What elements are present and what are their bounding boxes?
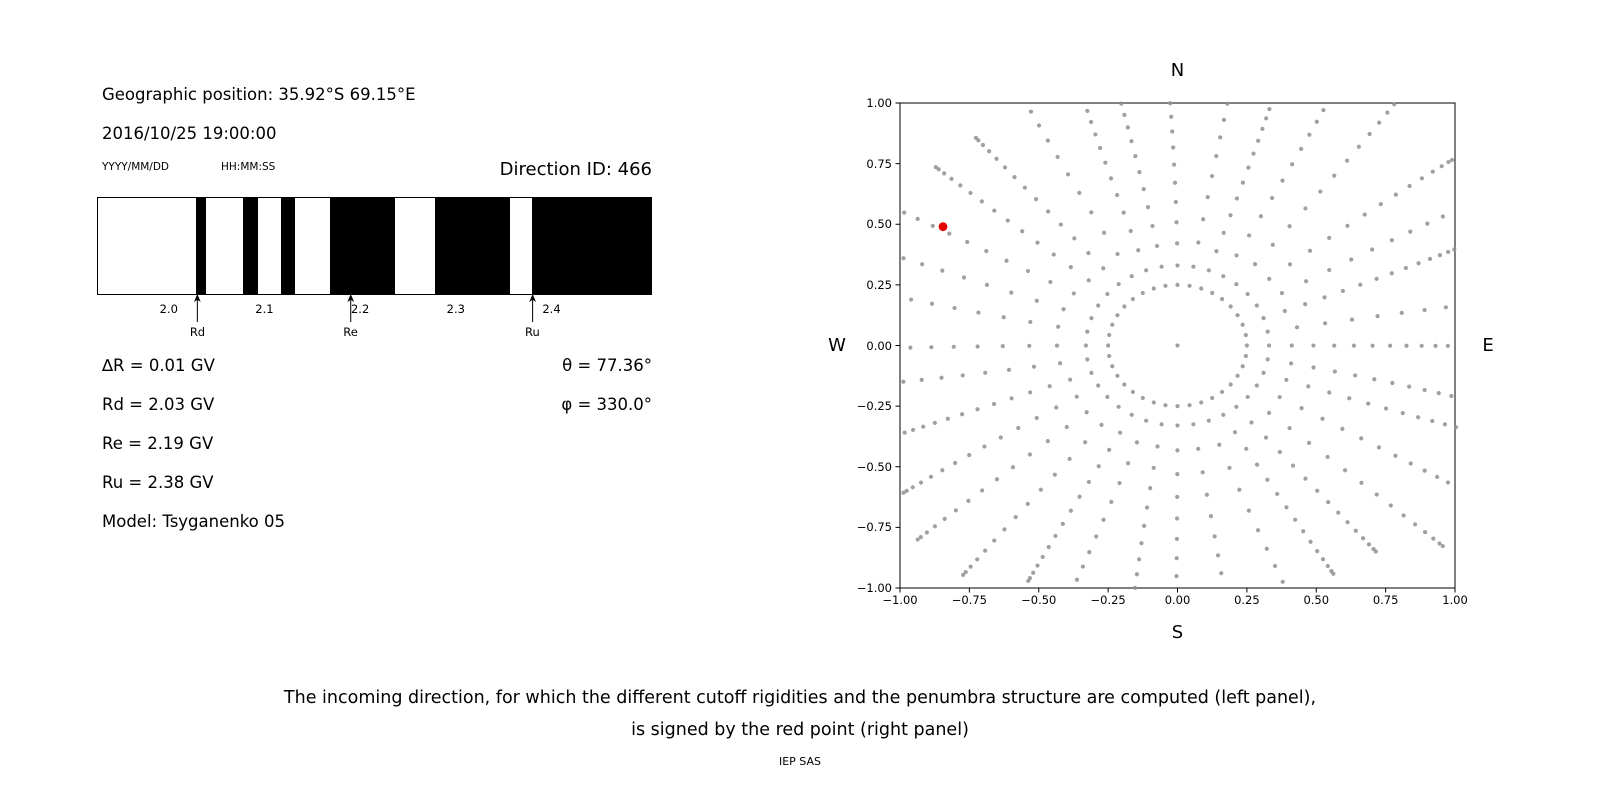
forbidden-band (329, 198, 395, 294)
caption-line-2: is signed by the red point (right panel) (631, 720, 969, 740)
param-theta: θ = 77.36° (562, 356, 652, 375)
rigidity-tick-label: 2.2 (350, 302, 370, 316)
x-tick-label: 0.00 (1164, 593, 1191, 607)
axis-tick-marks (895, 102, 1456, 593)
y-tick-label: 0.50 (866, 217, 892, 232)
x-tick-label: 1.00 (1442, 593, 1468, 607)
x-tick-label: 0.25 (1234, 593, 1260, 607)
cutoff-marker-ru: Ru (525, 294, 540, 339)
x-tick-label: 0.50 (1303, 593, 1330, 607)
compass-north-label: N (1170, 60, 1185, 81)
cutoff-marker-label: Re (343, 325, 358, 339)
x-tick-label: −0.25 (1090, 593, 1126, 607)
y-tick-label: 0.25 (866, 277, 892, 292)
compass-east-label: E (1482, 335, 1494, 356)
up-arrow-icon (194, 294, 201, 322)
cutoff-marker-rd: Rd (190, 294, 205, 339)
forbidden-band (281, 198, 296, 294)
credit-label: IEP SAS (778, 755, 822, 768)
param-rd: Rd = 2.03 GV (102, 395, 215, 414)
param-re: Re = 2.19 GV (102, 434, 214, 453)
y-tick-label: 0.00 (866, 338, 892, 353)
direction-plot-canvas (895, 101, 1459, 593)
direction-plot-y-ticks: −1.00 −0.75 −0.50 −0.25 0.00 0.25 0.50 0.75 1.00 (826, 96, 892, 595)
forbidden-band (242, 198, 259, 294)
cutoff-marker-label: Rd (189, 325, 206, 339)
y-tick-label: −0.25 (856, 399, 892, 414)
direction-id: Direction ID: 466 (499, 159, 652, 180)
x-tick-label: −0.75 (951, 593, 987, 607)
rigidity-tick-label: 2.1 (255, 302, 274, 316)
datetime-value: 2016/10/25 19:00:00 (102, 124, 277, 143)
cutoff-marker-label: Ru (524, 325, 540, 339)
param-model: Model: Tsyganenko 05 (102, 512, 286, 531)
y-tick-label: −1.00 (856, 581, 892, 595)
y-tick-label: 1.00 (866, 96, 892, 110)
rigidity-tick-label: 2.3 (446, 302, 465, 316)
penumbra-axis: 2.0 2.1 2.2 2.3 2.4 Rd Re Ru (97, 294, 652, 358)
geographic-position: Geographic position: 35.92°S 69.15°E (102, 85, 416, 104)
param-phi: φ = 330.0° (561, 395, 652, 414)
direction-plot (895, 101, 1459, 593)
x-tick-label: −0.50 (1021, 593, 1057, 607)
y-tick-label: 0.75 (866, 156, 892, 171)
param-ru: Ru = 2.38 GV (102, 473, 214, 492)
y-tick-label: −0.75 (856, 520, 892, 535)
time-format-label: HH:MM:SS (221, 161, 276, 173)
direction-plot-x-ticks: −1.00 −0.75 −0.50 −0.25 0.00 0.25 0.50 0.75 1.00 (882, 593, 1467, 611)
cutoff-marker-re: Re (343, 294, 358, 339)
x-tick-label: 0.75 (1372, 593, 1399, 607)
y-tick-label: −0.50 (856, 459, 892, 474)
penumbra-plot (97, 197, 652, 295)
param-delta-r: ∆R = 0.01 GV (102, 356, 215, 375)
date-format-label: YYYY/MM/DD (102, 161, 170, 173)
selected-direction-point (938, 222, 948, 232)
dot-grid (901, 101, 1459, 590)
forbidden-band (196, 198, 206, 294)
caption-line-1: The incoming direction, for which the di… (283, 688, 1317, 708)
forbidden-band (434, 198, 510, 294)
up-arrow-icon (347, 294, 354, 322)
up-arrow-icon (528, 294, 536, 322)
rigidity-tick-label: 2.0 (159, 302, 178, 316)
x-tick-label: −1.00 (882, 593, 918, 607)
rigidity-tick-label: 2.4 (542, 302, 561, 316)
compass-west-label: W (828, 335, 846, 356)
compass-south-label: S (1171, 622, 1184, 643)
forbidden-band (531, 198, 651, 294)
